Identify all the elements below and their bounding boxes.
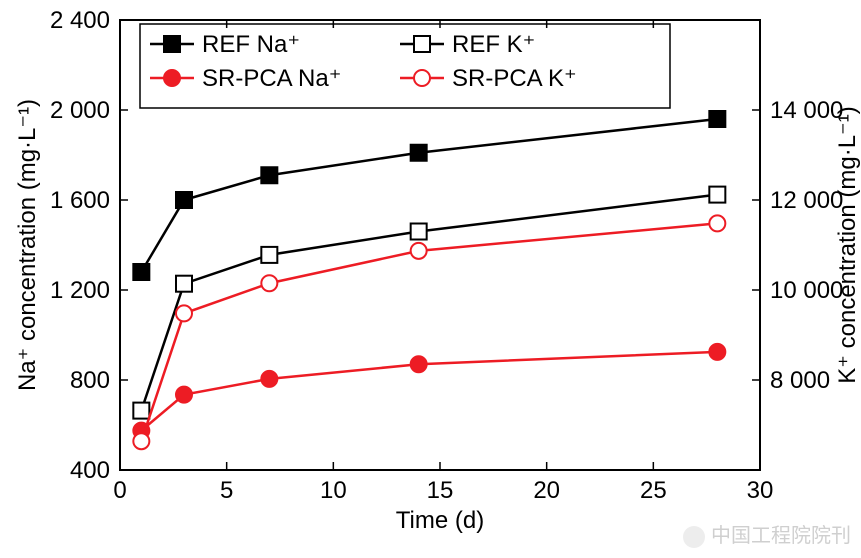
svg-text:30: 30 [747,477,774,504]
svg-text:10 000: 10 000 [770,277,843,304]
svg-text:12 000: 12 000 [770,187,843,214]
svg-text:14 000: 14 000 [770,97,843,124]
svg-text:400: 400 [70,457,110,484]
svg-text:SR-PCA Na⁺: SR-PCA Na⁺ [202,65,341,92]
chart-svg: 0 5 10 15 20 25 30 Time (d) 400 800 1 200 1 600 2 00… [0,0,861,558]
svg-text:8 000: 8 000 [770,367,830,394]
svg-text:1 600: 1 600 [50,187,110,214]
svg-text:1 200: 1 200 [50,277,110,304]
svg-text:K⁺ concentration (mg·L⁻¹): K⁺ concentration (mg·L⁻¹) [834,106,861,383]
svg-text:800: 800 [70,367,110,394]
svg-text:SR-PCA K⁺: SR-PCA K⁺ [452,65,577,92]
svg-text:Time (d): Time (d) [396,507,484,534]
svg-text:15: 15 [427,477,454,504]
svg-text:REF Na⁺: REF Na⁺ [202,31,300,58]
chart-container: 0 5 10 15 20 25 30 Time (d) 400 800 1 200 1 600 2 00… [0,0,861,558]
svg-text:5: 5 [220,477,233,504]
svg-text:2 000: 2 000 [50,97,110,124]
svg-text:0: 0 [113,477,126,504]
svg-text:REF K⁺: REF K⁺ [452,31,535,58]
svg-text:20: 20 [533,477,560,504]
svg-text:25: 25 [640,477,667,504]
svg-text:10: 10 [320,477,347,504]
svg-text:Na⁺ concentration (mg·L⁻¹): Na⁺ concentration (mg·L⁻¹) [14,99,41,391]
svg-text:2 400: 2 400 [50,7,110,34]
